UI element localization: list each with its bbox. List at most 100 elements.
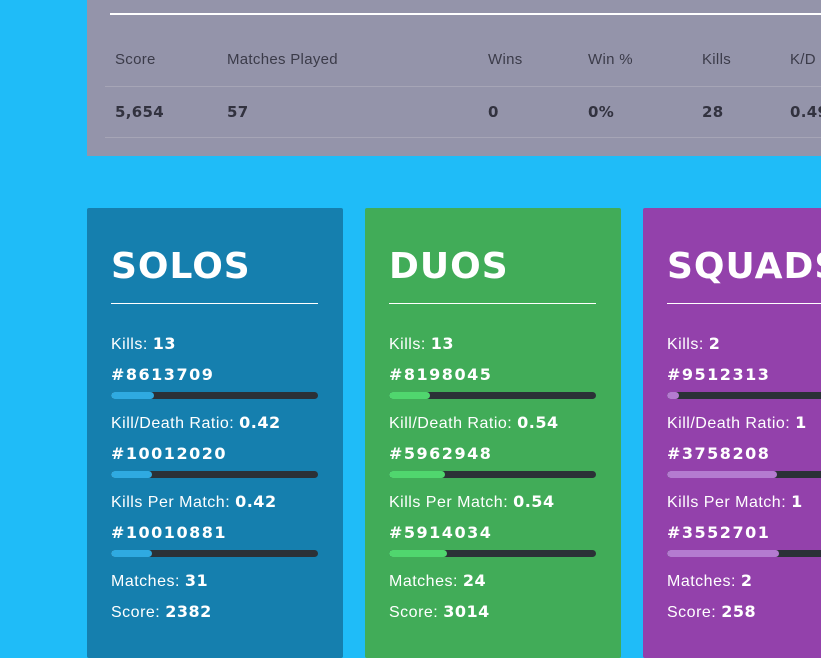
score-stat: Score: 3014	[389, 602, 596, 622]
cell-matches-played: 57	[227, 103, 249, 121]
kpm-progress-fill	[111, 549, 153, 557]
stat-label: Matches:	[389, 572, 458, 590]
kpm-stat: Kills Per Match: 1	[667, 492, 821, 512]
stat-value: 2	[708, 333, 721, 353]
kd-stat: Kill/Death Ratio: 0.42	[111, 413, 318, 433]
card-body: Kills: 13 #8198045 Kill/Death Ratio: 0.5…	[389, 334, 596, 622]
card-title: SOLOS	[111, 246, 251, 287]
stat-label: Score:	[667, 603, 717, 621]
kills-progress-bar	[389, 391, 596, 399]
overall-stats-panel: Score Matches Played Wins Win % Kills K/…	[87, 0, 821, 156]
column-header-kills: Kills	[702, 51, 732, 68]
stat-label: Matches:	[111, 572, 180, 590]
stat-value: 24	[462, 570, 487, 590]
table-row-divider	[105, 137, 821, 138]
kpm-stat: Kills Per Match: 0.42	[111, 492, 318, 512]
stat-value: 2382	[165, 601, 212, 621]
stat-value: 0.42	[235, 491, 277, 511]
stat-value: 1	[791, 491, 803, 511]
stat-label: Kills:	[667, 335, 704, 353]
stat-label: Kills Per Match:	[667, 493, 787, 511]
kills-stat: Kills: 13	[111, 334, 318, 354]
stat-label: Kills Per Match:	[111, 493, 231, 511]
kills-rank: #9512313	[667, 364, 771, 384]
card-body: Kills: 13 #8613709 Kill/Death Ratio: 0.4…	[111, 334, 318, 622]
kills-stat: Kills: 13	[389, 334, 596, 354]
cell-score: 5,654	[115, 103, 164, 121]
matches-stat: Matches: 2	[667, 571, 821, 591]
card-title-divider	[667, 302, 821, 304]
column-header-kd: K/D	[790, 51, 816, 68]
matches-stat: Matches: 31	[111, 571, 318, 591]
stat-label: Kills:	[111, 335, 148, 353]
card-body: Kills: 2 #9512313 Kill/Death Ratio: 1 #3…	[667, 334, 821, 622]
stat-value: 0.54	[513, 491, 555, 511]
stat-label: Kills Per Match:	[389, 493, 509, 511]
kpm-progress-bar	[667, 549, 821, 557]
kd-progress-fill	[667, 470, 777, 478]
stat-value: 0.54	[517, 412, 559, 432]
stat-label: Kill/Death Ratio:	[667, 414, 791, 432]
kd-stat: Kill/Death Ratio: 0.54	[389, 413, 596, 433]
kills-progress-bar	[111, 391, 318, 399]
cell-wins: 0	[488, 103, 499, 121]
kpm-progress-bar	[111, 549, 318, 557]
kd-stat: Kill/Death Ratio: 1	[667, 413, 821, 433]
panel-top-divider	[110, 13, 821, 15]
kd-progress-fill	[111, 470, 153, 478]
stat-value: 31	[184, 570, 209, 590]
column-header-matches-played: Matches Played	[227, 51, 338, 68]
kpm-rank: #5914034	[389, 522, 493, 542]
stat-label: Matches:	[667, 572, 736, 590]
kpm-progress-bar	[389, 549, 596, 557]
duos-card: DUOS Kills: 13 #8198045 Kill/Death Ratio…	[365, 208, 621, 658]
stat-label: Score:	[111, 603, 161, 621]
kills-progress-fill	[389, 391, 431, 399]
squads-card: SQUADS Kills: 2 #9512313 Kill/Death Rati…	[643, 208, 821, 658]
score-stat: Score: 258	[667, 602, 821, 622]
stat-value: 13	[430, 333, 454, 353]
stat-value: 13	[152, 333, 176, 353]
kpm-rank: #10010881	[111, 522, 227, 542]
card-title-divider	[389, 302, 596, 304]
kd-progress-bar	[389, 470, 596, 478]
stat-label: Score:	[389, 603, 439, 621]
stat-value: 2	[740, 570, 753, 590]
kills-progress-fill	[667, 391, 680, 399]
kd-progress-bar	[667, 470, 821, 478]
stat-value: 0.42	[239, 412, 281, 432]
stat-value: 258	[721, 601, 757, 621]
stats-table-header: Score Matches Played Wins Win % Kills K/…	[87, 51, 821, 68]
card-title: DUOS	[389, 246, 509, 287]
kills-progress-fill	[111, 391, 155, 399]
kills-rank: #8613709	[111, 364, 215, 384]
table-row-divider	[105, 86, 821, 87]
column-header-score: Score	[115, 51, 156, 68]
stat-label: Kills:	[389, 335, 426, 353]
kills-rank: #8198045	[389, 364, 493, 384]
stat-value: 3014	[443, 601, 490, 621]
solos-card: SOLOS Kills: 13 #8613709 Kill/Death Rati…	[87, 208, 343, 658]
mode-cards: SOLOS Kills: 13 #8613709 Kill/Death Rati…	[87, 208, 821, 658]
kd-progress-bar	[111, 470, 318, 478]
stat-label: Kill/Death Ratio:	[111, 414, 235, 432]
score-stat: Score: 2382	[111, 602, 318, 622]
kd-rank: #3758208	[667, 443, 771, 463]
kpm-progress-fill	[667, 549, 779, 557]
column-header-wins: Wins	[488, 51, 523, 68]
kpm-progress-fill	[389, 549, 447, 557]
column-header-win-percent: Win %	[588, 51, 633, 68]
cell-kd: 0.49	[790, 103, 821, 121]
kd-rank: #10012020	[111, 443, 227, 463]
stat-value: 1	[795, 412, 807, 432]
table-row: 5,654 57 0 0% 28 0.49	[87, 103, 821, 121]
matches-stat: Matches: 24	[389, 571, 596, 591]
stat-label: Kill/Death Ratio:	[389, 414, 513, 432]
kpm-rank: #3552701	[667, 522, 771, 542]
card-title: SQUADS	[667, 246, 821, 287]
kills-progress-bar	[667, 391, 821, 399]
kpm-stat: Kills Per Match: 0.54	[389, 492, 596, 512]
kills-stat: Kills: 2	[667, 334, 821, 354]
cell-kills: 28	[702, 103, 724, 121]
card-title-divider	[111, 302, 318, 304]
